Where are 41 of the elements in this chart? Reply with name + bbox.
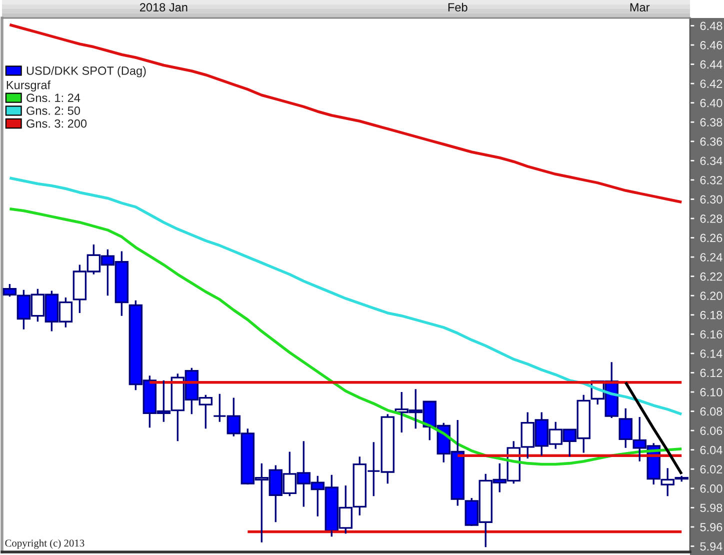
legend-label: USD/DKK SPOT (Dag)	[26, 66, 146, 78]
y-tick-label: 6.46	[700, 41, 722, 50]
annotation: Copyright (c) 2013	[5, 539, 84, 549]
legend-label: Gns. 2: 50	[26, 106, 80, 115]
y-tick-label: 6.26	[700, 234, 722, 242]
y-tick-label: 6.38	[700, 118, 722, 126]
x-tick-label: Mar	[630, 3, 650, 12]
x-tick-label: 2018 Jan	[140, 3, 188, 12]
y-tick-label: 6.02	[700, 465, 722, 474]
y-tick-label: 6.12	[700, 368, 722, 378]
y-tick-label: 6.34	[700, 156, 722, 166]
y-tick-label: 6.30	[700, 195, 722, 204]
y-tick-label: 6.00	[700, 484, 722, 493]
y-tick-label: 6.22	[700, 272, 722, 281]
y-tick-label: 6.32	[700, 176, 722, 184]
y-tick-label: 6.42	[700, 80, 722, 88]
y-tick-label: 6.10	[700, 388, 722, 396]
y-tick-label: 6.06	[700, 426, 722, 435]
legend-label: Gns. 1: 24	[26, 94, 80, 102]
y-tick-label: 6.16	[700, 330, 722, 339]
x-tick-label: Feb	[448, 2, 468, 12]
y-tick-label: 6.08	[700, 407, 722, 416]
y-tick-label: 6.28	[700, 214, 722, 223]
y-tick-label: 6.14	[700, 349, 722, 358]
line-series	[8, 207, 683, 466]
line-series	[624, 380, 683, 476]
y-tick-label: 6.48	[700, 22, 722, 30]
y-tick-label: 5.94	[700, 542, 722, 551]
y-tick-label: 5.96	[700, 522, 722, 532]
line-series	[8, 176, 683, 416]
y-tick-label: 6.04	[700, 446, 722, 454]
line-series	[8, 23, 683, 204]
y-tick-label: 6.44	[700, 60, 722, 69]
y-tick-label: 6.18	[700, 310, 722, 320]
y-tick-label: 5.98	[700, 504, 722, 512]
y-tick-label: 6.24	[700, 253, 722, 262]
y-tick-label: 6.40	[700, 98, 722, 108]
y-tick-label: 6.20	[700, 292, 722, 300]
legend-label: Gns. 3: 200	[26, 119, 87, 128]
legend-title: Kursgraf	[6, 80, 51, 92]
y-tick-label: 6.36	[700, 137, 722, 146]
